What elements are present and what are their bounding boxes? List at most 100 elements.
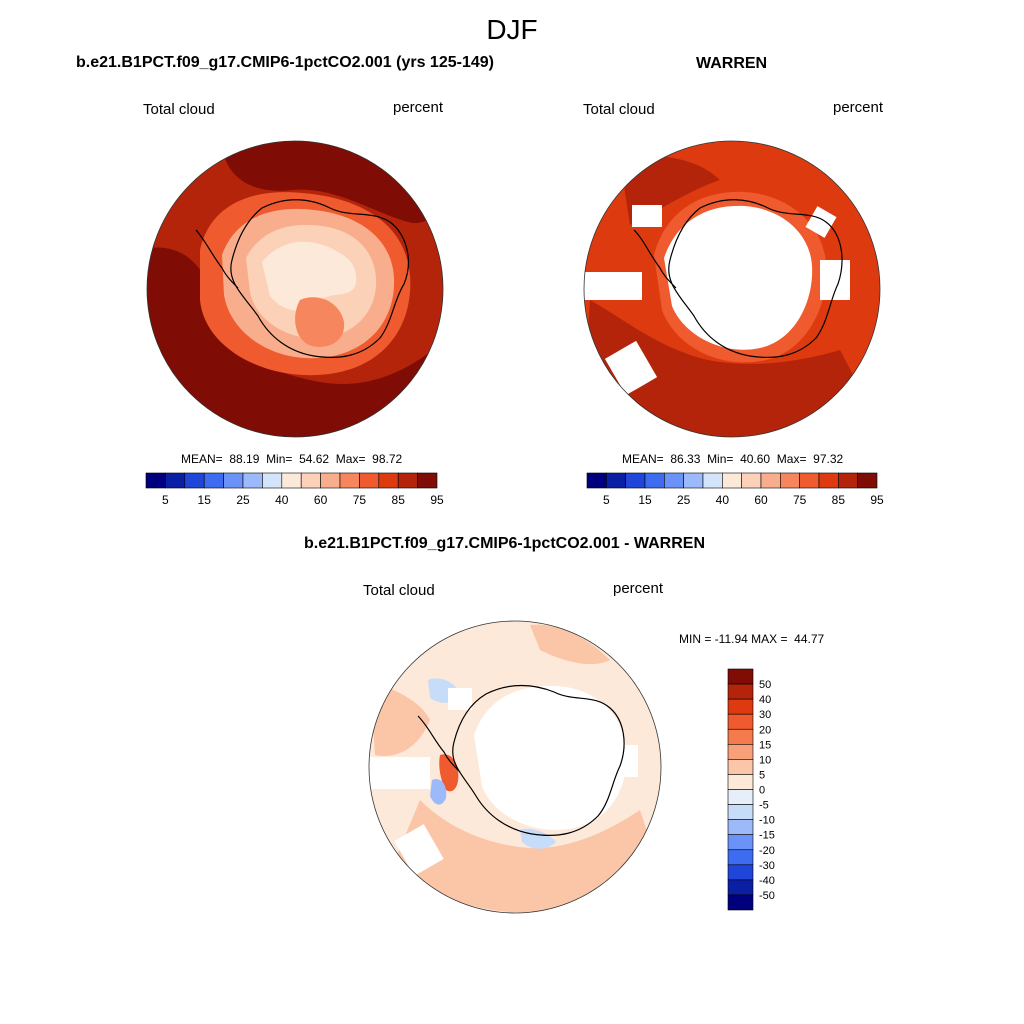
panel1-colorbar-swatch [417,472,438,489]
panel2-map-border [583,140,881,438]
panel3-stats: MIN = -11.94 MAX = 44.77 [679,632,825,646]
panel3-colorbar-tick-label: -40 [759,875,775,887]
panel2-colorbar-swatch [799,472,820,489]
panel1-mean-label: MEAN= [181,452,223,466]
panel2-field-missing-gap3 [632,205,662,227]
panel2-colorbar-swatch [741,472,762,489]
panel1-colorbar-swatch [223,472,244,489]
panel1-max-label: Max= [335,452,366,466]
panel2-colorbar-tick-label: 40 [716,493,730,507]
panel2-colorbar-swatch [644,472,665,489]
panel1-colorbar-swatch [359,472,380,489]
panel2-colorbar-swatch [760,472,781,489]
panel3-field-positive-south [395,800,660,913]
panel2-colorbar-swatch [606,472,626,489]
panel3-antarctica-coastline [452,684,625,837]
panel3-field-missing-interior [474,685,627,830]
panel3-variable-label: Total cloud [363,582,435,599]
panel3-field-missing-gap4 [448,688,472,710]
panel3-colorbar-swatch [727,834,754,851]
panel3-colorbar-tick-label: 15 [759,739,771,751]
panel1-antarctica-coastline [230,199,409,359]
panel3-field-missing-gap1 [369,757,430,789]
panel3-peninsula-coastline [417,715,461,773]
panel2-mean-label: MEAN= [622,452,664,466]
panel3-colorbar-swatch [727,804,754,820]
panel3-colorbar-swatch [727,819,754,835]
panel2-title: WARREN [696,55,768,72]
panel2-variable-label: Total cloud [583,101,655,118]
panel2-colorbar-swatch [780,472,800,489]
panel1-colorbar-tick-label: 95 [430,493,444,507]
panel2-colorbar-swatch [722,472,742,489]
panel1-min-label: Min= [266,452,293,466]
panel1-field-ocean-high [147,247,443,437]
panel3-colorbar-swatch [727,744,754,760]
panel1-colorbar-swatch [300,472,321,489]
panel1-mean-value: 88.19 [229,452,260,466]
panel1-colorbar-swatch [320,472,341,489]
panel3-colorbar-tick-label: 10 [759,754,771,766]
panel1-colorbar-swatch [145,472,166,489]
panel2-colorbar-swatch [818,472,839,489]
panel2-colorbar-swatch [683,472,704,489]
panel2-max-label: Max= [776,452,807,466]
panel2-field-missing-gap2 [604,340,658,396]
panel2-colorbar-swatch [838,472,858,489]
panel2-antarctica-coastline [668,199,843,359]
panel3-colorbar-tick-label: -10 [759,815,775,827]
panel2-field-missing-gap4 [820,260,850,300]
panel1-colorbar: 5 15 25 40 60 75 85 95 [145,472,444,507]
panel2-colorbar-swatch [586,472,607,489]
panel3-colorbar-swatch [727,774,754,790]
panel3-colorbar-swatch [727,789,754,805]
panel1-max-value: 98.72 [372,452,403,466]
panel2-field-missing-interior [664,205,813,350]
panel3-colorbar-swatch [727,683,754,700]
panel2-colorbar-tick-label: 95 [870,493,884,507]
panel1-colorbar-swatch [397,472,418,489]
panel1-colorbar-swatch [165,472,186,489]
panel3-map [368,620,662,914]
panel3-colorbar-tick-label: -5 [759,800,769,812]
panel3-colorbar-tick-label: 50 [759,679,771,691]
figure-title: DJF [486,14,538,45]
panel1-colorbar-swatch [203,472,224,489]
panel3-field-missing-gap3 [612,745,638,777]
panel2-field-missing-gap5 [805,206,837,238]
panel1-colorbar-swatch [184,472,205,489]
panel3-field-negative-west [430,778,447,805]
panel2-colorbar-swatch [857,472,878,489]
panel3-colorbar-swatch [727,864,754,881]
panel3-colorbar-tick-label: 5 [759,769,765,781]
panel2-mean-value: 86.33 [670,452,701,466]
panel1-map [146,140,444,438]
panel1-colorbar-swatch [262,472,283,489]
panel3-colorbar-tick-label: 40 [759,694,771,706]
panel3-colorbar-swatch [727,728,754,745]
panel1-min-value: 54.62 [299,452,330,466]
panel2-field-ocean-high [584,300,880,437]
panel2-colorbar-swatch [625,472,646,489]
panel1-field-interior [262,241,357,311]
panel3-colorbar-tick-label: -50 [759,890,775,902]
panel1-colorbar-tick-label: 15 [198,493,212,507]
panel3-colorbar-tick-label: 30 [759,709,771,721]
panel3-colorbar-swatch [727,894,754,911]
panel3-colorbar-swatch [727,698,754,715]
panel2-stats: MEAN= 86.33 Min= 40.60 Max= 97.32 [622,452,843,466]
panel2-colorbar-swatch [702,472,723,489]
panel1-colorbar-tick-label: 75 [353,493,367,507]
panel1-variable-label: Total cloud [143,101,215,118]
panel3-colorbar-swatch [727,668,754,685]
panel3-field-peak [439,754,459,792]
panel3-colorbar-swatch [727,849,754,866]
panel3-colorbar-swatch [727,879,754,896]
panel1-title: b.e21.B1PCT.f09_g17.CMIP6-1pctCO2.001 (y… [76,54,494,71]
panel1-units-label: percent [393,99,444,116]
panel1-stats: MEAN= 88.19 Min= 54.62 Max= 98.72 [181,452,402,466]
panel1-map-border [146,140,444,438]
panel3-title: b.e21.B1PCT.f09_g17.CMIP6-1pctCO2.001 - … [304,535,706,552]
